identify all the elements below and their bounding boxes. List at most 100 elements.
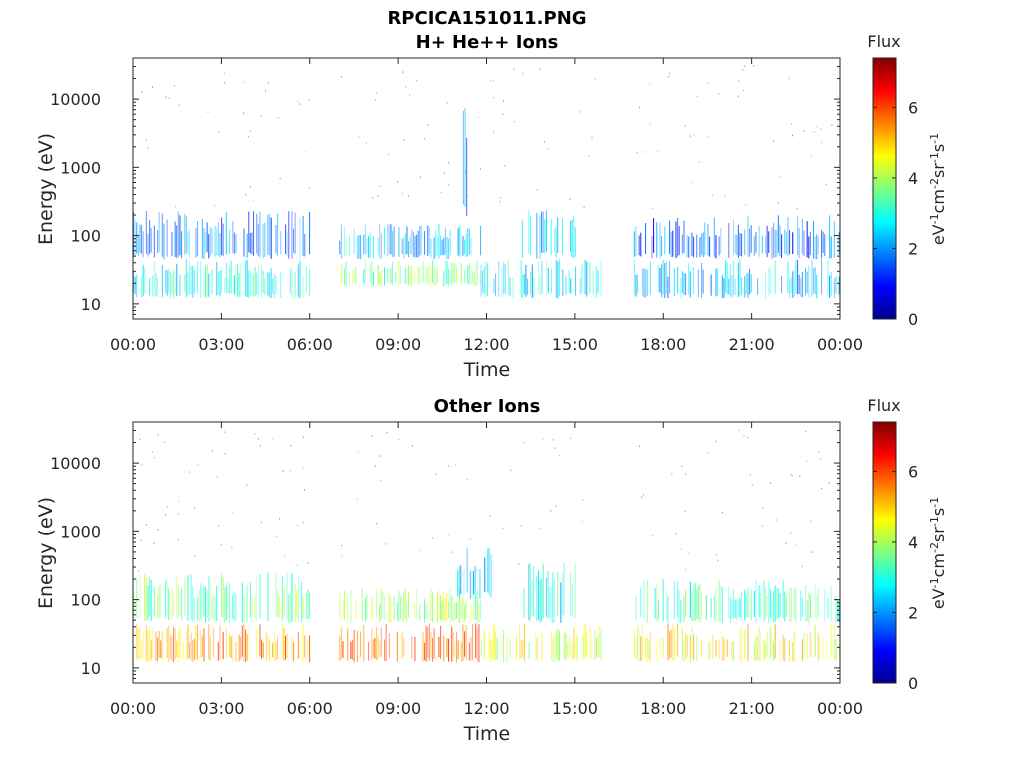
flux-speckle	[356, 498, 358, 500]
flux-streak	[283, 586, 285, 618]
flux-streak	[355, 601, 357, 619]
flux-streak	[366, 594, 368, 619]
flux-streak	[209, 636, 211, 661]
flux-streak	[392, 230, 394, 257]
flux-streak	[388, 593, 390, 623]
flux-streak	[456, 266, 458, 284]
flux-streak	[243, 624, 245, 662]
figure-title: RPCICA151011.PNG	[387, 8, 586, 29]
flux-streak	[824, 589, 826, 622]
flux-streak	[460, 263, 462, 284]
flux-streak	[248, 211, 250, 253]
flux-streak	[166, 577, 168, 617]
flux-streak	[774, 229, 776, 258]
flux-speckle	[639, 106, 640, 109]
flux-streak	[664, 262, 666, 299]
flux-speckle	[476, 569, 478, 571]
flux-streak	[672, 230, 674, 257]
flux-streak	[211, 269, 213, 295]
flux-speckle	[504, 165, 506, 167]
flux-speckle	[464, 170, 466, 173]
flux-streak	[793, 270, 795, 297]
flux-streak	[825, 640, 827, 660]
flux-speckle	[207, 111, 209, 113]
flux-streak	[296, 590, 298, 617]
flux-speckle	[386, 431, 388, 434]
flux-streak	[557, 571, 559, 616]
flux-streak	[512, 277, 514, 298]
flux-streak	[377, 636, 379, 660]
flux-streak	[444, 227, 446, 255]
flux-streak	[283, 628, 285, 661]
flux-streak	[816, 595, 818, 620]
flux-streak	[451, 626, 453, 662]
flux-streak	[285, 635, 287, 660]
flux-streak	[411, 265, 413, 287]
panel-2-colorbar-label: eV-1cm-2sr-1s-1	[928, 497, 949, 609]
flux-speckle	[743, 89, 745, 92]
flux-streak	[744, 276, 746, 298]
flux-streak	[733, 641, 735, 663]
flux-streak	[561, 573, 563, 615]
flux-speckle	[416, 79, 418, 82]
flux-speckle	[543, 141, 545, 143]
colorbar-tick-label: 4	[908, 169, 918, 188]
flux-streak	[185, 259, 187, 297]
flux-streak	[470, 636, 472, 661]
flux-streak	[531, 264, 533, 298]
flux-streak	[273, 273, 275, 299]
flux-streak	[403, 637, 405, 657]
flux-streak	[432, 637, 434, 662]
panel-1-colorbar-title: Flux	[867, 32, 900, 51]
flux-streak	[723, 638, 725, 661]
flux-speckle	[513, 120, 515, 123]
flux-speckle	[806, 460, 808, 463]
flux-speckle	[816, 126, 818, 128]
flux-streak	[430, 266, 432, 286]
flux-streak	[495, 630, 497, 661]
flux-streak	[302, 275, 304, 298]
flux-streak	[353, 228, 355, 255]
flux-speckle	[776, 519, 777, 521]
flux-streak	[158, 211, 160, 253]
flux-speckle	[744, 65, 746, 67]
flux-streak	[750, 589, 752, 621]
flux-streak	[731, 641, 733, 659]
flux-streak	[586, 633, 588, 658]
flux-speckle	[245, 193, 247, 196]
flux-speckle	[681, 465, 683, 468]
flux-streak	[246, 585, 248, 623]
flux-streak	[777, 588, 779, 619]
flux-speckle	[308, 99, 310, 101]
flux-streak	[177, 211, 179, 257]
flux-streak	[693, 584, 695, 622]
x-tick-label: 00:00	[817, 699, 863, 718]
flux-streak	[235, 593, 237, 621]
flux-streak	[814, 236, 816, 260]
flux-streak	[475, 623, 477, 659]
flux-streak	[747, 624, 749, 661]
flux-streak	[222, 577, 224, 618]
flux-streak	[801, 218, 803, 255]
flux-streak	[681, 234, 683, 254]
flux-streak	[509, 638, 511, 658]
flux-streak	[173, 268, 175, 298]
flux-streak	[184, 577, 186, 616]
flux-speckle	[165, 96, 167, 98]
flux-streak	[726, 262, 728, 295]
flux-streak	[806, 271, 808, 294]
flux-streak	[304, 234, 306, 257]
flux-streak	[527, 278, 529, 295]
flux-streak	[693, 267, 695, 294]
flux-streak	[371, 261, 373, 287]
flux-streak	[757, 637, 759, 660]
flux-streak	[696, 234, 698, 258]
flux-streak	[262, 270, 264, 293]
flux-streak	[245, 260, 247, 297]
flux-speckle	[358, 136, 360, 138]
flux-streak	[414, 603, 416, 619]
flux-streak	[259, 211, 261, 258]
flux-streak	[422, 632, 424, 662]
flux-streak	[408, 265, 410, 285]
flux-speckle	[796, 208, 798, 210]
